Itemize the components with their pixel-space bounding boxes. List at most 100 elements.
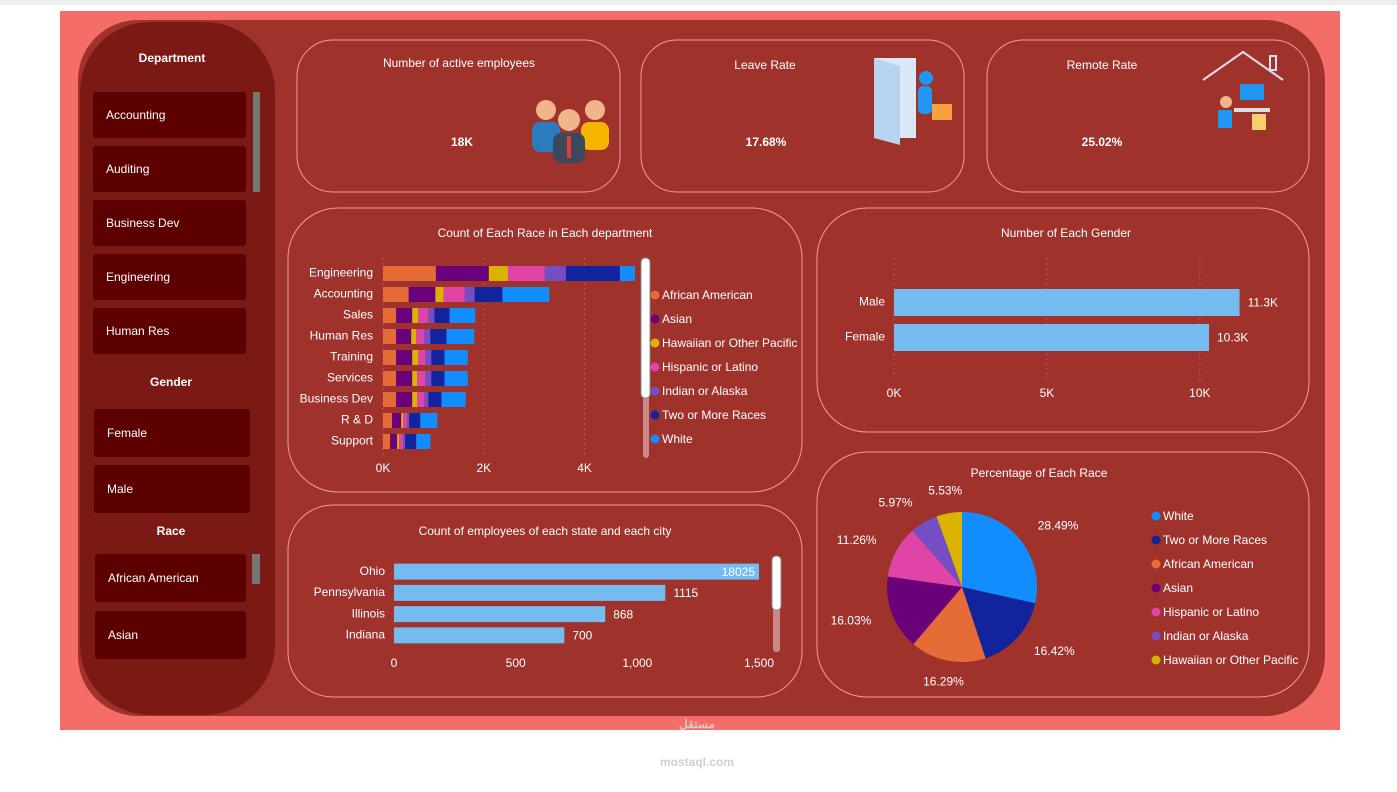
- bar-segment: [474, 287, 503, 302]
- bar-segment: [383, 266, 436, 281]
- y-tick-label: Support: [331, 434, 374, 448]
- y-tick-label: Training: [330, 350, 373, 364]
- slicer-item[interactable]: [93, 200, 246, 246]
- bar-segment: [383, 413, 393, 428]
- slicer-item[interactable]: [93, 254, 246, 300]
- legend-label: African American: [662, 288, 753, 302]
- bar-segment: [444, 371, 468, 386]
- slicer-item[interactable]: [93, 308, 246, 354]
- slicer-item-label: Female: [107, 426, 147, 440]
- bar-segment: [412, 308, 419, 323]
- bar-segment: [411, 329, 417, 344]
- pie-slice: [912, 516, 962, 587]
- slicer-item-label: Auditing: [106, 162, 149, 176]
- bar-segment: [407, 413, 410, 428]
- bar-segment: [408, 287, 436, 302]
- bar-segment: [443, 287, 465, 302]
- kpi-value: 17.68%: [746, 135, 787, 149]
- bar-segment: [403, 434, 406, 449]
- legend-label: Hawaiian or Other Pacific: [1163, 653, 1298, 667]
- scrollbar[interactable]: [771, 555, 782, 611]
- x-tick-label: 500: [506, 656, 526, 670]
- bar-segment: [401, 413, 404, 428]
- pie-slice: [936, 512, 962, 587]
- legend-marker: [650, 290, 660, 300]
- data-label: 1115: [673, 586, 698, 600]
- bar-segment: [464, 287, 475, 302]
- slicer-item[interactable]: [95, 554, 246, 602]
- legend-label: Indian or Alaska: [1163, 629, 1249, 643]
- data-label: 18025: [722, 565, 756, 579]
- bar-segment: [383, 392, 397, 407]
- data-label: 16.42%: [1034, 644, 1075, 658]
- legend-marker: [650, 362, 660, 372]
- data-label: 11.3K: [1248, 296, 1278, 310]
- bar-segment: [412, 392, 418, 407]
- bar-segment: [396, 371, 413, 386]
- kpi-title: Leave Rate: [734, 58, 796, 72]
- pie-slice: [962, 587, 1036, 659]
- slicer-item-label: Business Dev: [106, 216, 179, 230]
- y-tick-label: Services: [327, 371, 373, 385]
- bar-segment: [383, 329, 397, 344]
- slicer-item[interactable]: [95, 611, 246, 659]
- bar-segment: [412, 371, 418, 386]
- kpi-card: [296, 39, 621, 193]
- bar-segment: [434, 308, 450, 323]
- bar-segment: [383, 434, 391, 449]
- chart-card: [287, 207, 803, 493]
- watermark: mostaql.com: [660, 755, 734, 769]
- slicer-item-label: Human Res: [106, 324, 169, 338]
- legend-marker: [1151, 511, 1161, 521]
- bar: [894, 289, 1240, 316]
- slicer-item[interactable]: [94, 409, 250, 457]
- data-label: 5.53%: [928, 484, 962, 498]
- bar-segment: [544, 266, 566, 281]
- data-label: 10.3K: [1217, 331, 1248, 345]
- bar-segment: [424, 392, 429, 407]
- x-tick-label: 10K: [1189, 386, 1210, 400]
- people-icon: [532, 100, 609, 163]
- bar-segment: [507, 266, 545, 281]
- sidebar: [80, 22, 275, 715]
- bar-segment: [396, 392, 413, 407]
- data-label: 16.03%: [831, 614, 872, 628]
- x-tick-label: 1,500: [744, 656, 774, 670]
- legend-label: Asian: [662, 312, 692, 326]
- bar-segment: [383, 308, 397, 323]
- bar-segment: [409, 413, 421, 428]
- watermark: مستقل: [679, 717, 715, 731]
- legend-label: Two or More Races: [1163, 533, 1267, 547]
- slicer-item-label: Asian: [108, 628, 138, 642]
- slicer-item[interactable]: [94, 465, 250, 513]
- house-icon: [1202, 50, 1284, 130]
- bar-segment: [405, 434, 417, 449]
- data-label: 5.97%: [879, 496, 913, 510]
- slicer-title: Gender: [150, 375, 192, 389]
- legend-marker: [1151, 655, 1161, 665]
- legend-marker: [1151, 583, 1161, 593]
- bar-segment: [383, 350, 397, 365]
- slicer-item[interactable]: [93, 146, 246, 192]
- pie-slice: [962, 512, 1037, 604]
- legend-label: Hawaiian or Other Pacific: [662, 336, 797, 350]
- chart-title: Percentage of Each Race: [971, 466, 1108, 480]
- scrollbar[interactable]: [640, 257, 651, 399]
- x-tick-label: 0K: [887, 386, 902, 400]
- bar-segment: [619, 266, 635, 281]
- pie-slice: [887, 530, 962, 587]
- x-tick-label: 0: [391, 656, 398, 670]
- chart-card: [816, 451, 1310, 698]
- legend-marker: [1151, 559, 1161, 569]
- y-tick-label: Human Res: [310, 329, 373, 343]
- x-tick-label: 4K: [577, 461, 592, 475]
- kpi-card: [986, 39, 1310, 193]
- scrollbar[interactable]: [252, 554, 260, 584]
- bar-segment: [502, 287, 550, 302]
- legend-marker: [650, 314, 660, 324]
- legend-label: White: [662, 432, 693, 446]
- slicer-item[interactable]: [93, 92, 246, 138]
- kpi-card: [640, 39, 965, 193]
- scrollbar[interactable]: [253, 92, 260, 192]
